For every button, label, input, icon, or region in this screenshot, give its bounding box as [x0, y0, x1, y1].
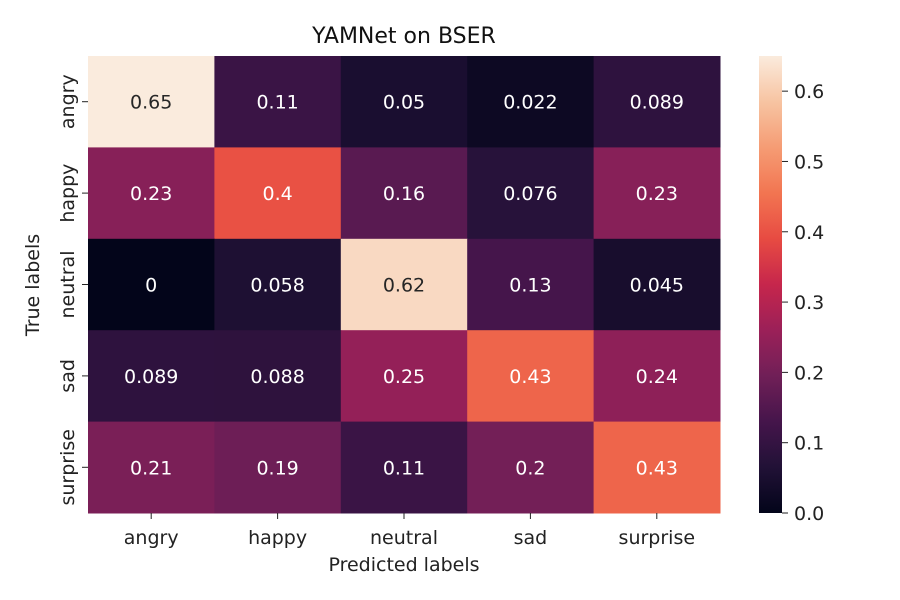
heatmap-cell: [88, 56, 215, 148]
heatmap-cell: [467, 147, 595, 240]
cell-value-label: 0.089: [124, 366, 178, 388]
heatmap-cell: [340, 421, 468, 514]
y-tick-label: angry: [57, 74, 79, 129]
x-tick-label: surprise: [619, 527, 696, 549]
heatmap-cell: [467, 421, 595, 514]
x-axis-label: Predicted labels: [328, 554, 479, 576]
cell-value-label: 0: [145, 275, 157, 297]
heatmap-cell: [214, 147, 342, 240]
cell-value-label: 0.045: [630, 275, 684, 297]
heatmap-cell: [214, 330, 342, 423]
heatmap-cell: [88, 421, 215, 514]
y-axis-label: True labels: [22, 234, 44, 337]
heatmap-cell: [340, 330, 468, 423]
cell-value-label: 0.65: [130, 92, 172, 114]
chart-title: YAMNet on BSER: [311, 24, 496, 49]
colorbar-tick-label: 0.6: [794, 81, 824, 103]
colorbar-tick-label: 0.1: [794, 433, 824, 455]
heatmap-cell: [214, 56, 342, 148]
x-tick-label: happy: [248, 527, 307, 549]
cell-value-label: 0.43: [509, 366, 551, 388]
colorbar-tick-label: 0.0: [794, 503, 824, 525]
cell-value-label: 0.25: [383, 366, 425, 388]
x-tick-label: neutral: [370, 527, 438, 549]
colorbar-tick-label: 0.3: [794, 292, 824, 314]
heatmap-cell: [340, 238, 468, 331]
cell-value-label: 0.21: [130, 457, 172, 479]
heatmap-cell: [88, 330, 215, 423]
heatmap-cell: [88, 238, 215, 331]
heatmap-cell: [593, 421, 721, 514]
colorbar-tick-label: 0.4: [794, 222, 824, 244]
heatmap-cell: [593, 147, 721, 240]
cell-value-label: 0.11: [256, 92, 298, 114]
cell-value-label: 0.088: [250, 366, 304, 388]
cell-value-label: 0.19: [256, 457, 298, 479]
y-axis: angry happy neutral sad surprise: [57, 74, 88, 506]
cell-value-label: 0.16: [383, 183, 425, 205]
cell-value-label: 0.089: [630, 92, 684, 114]
heatmap-cell: [593, 330, 721, 423]
cell-value-label: 0.05: [383, 92, 425, 114]
cell-value-label: 0.62: [383, 275, 425, 297]
cell-value-label: 0.11: [383, 457, 425, 479]
cell-value-label: 0.058: [250, 275, 304, 297]
cell-value-label: 0.23: [636, 183, 678, 205]
heatmap-cell: [214, 421, 342, 514]
colorbar: 0.0 0.1 0.2 0.3 0.4 0.5 0.6: [759, 56, 824, 525]
x-tick-label: sad: [514, 527, 548, 549]
cell-value-label: 0.24: [636, 366, 678, 388]
cell-value-label: 0.022: [503, 92, 557, 114]
y-tick-label: happy: [57, 164, 79, 223]
heatmap-cell: [214, 238, 342, 331]
cell-value-label: 0.4: [262, 183, 292, 205]
y-tick-label: neutral: [57, 251, 79, 319]
y-tick-label: surprise: [57, 429, 79, 506]
heatmap-cells: 0.65 0.11 0.05 0.022 0.089 0.23 0.4 0.16 0.076 0.…: [88, 56, 721, 514]
heatmap-cell: [88, 147, 215, 240]
y-tick-label: sad: [57, 359, 79, 393]
heatmap-cell: [467, 330, 595, 423]
heatmap-cell: [467, 56, 595, 148]
x-tick-label: angry: [124, 527, 179, 549]
cell-value-label: 0.23: [130, 183, 172, 205]
cell-value-label: 0.2: [515, 457, 545, 479]
cell-value-label: 0.13: [509, 275, 551, 297]
colorbar-tick-label: 0.5: [794, 151, 824, 173]
cell-value-label: 0.076: [503, 183, 557, 205]
heatmap-cell: [467, 238, 595, 331]
heatmap-cell: [340, 56, 468, 148]
heatmap-cell: [593, 56, 721, 148]
cell-value-label: 0.43: [636, 457, 678, 479]
heatmap-cell: [593, 238, 721, 331]
heatmap-cell: [340, 147, 468, 240]
colorbar-tick-label: 0.2: [794, 362, 824, 384]
colorbar-gradient: [759, 56, 782, 513]
x-axis: angry happy neutral sad surprise: [124, 513, 695, 549]
